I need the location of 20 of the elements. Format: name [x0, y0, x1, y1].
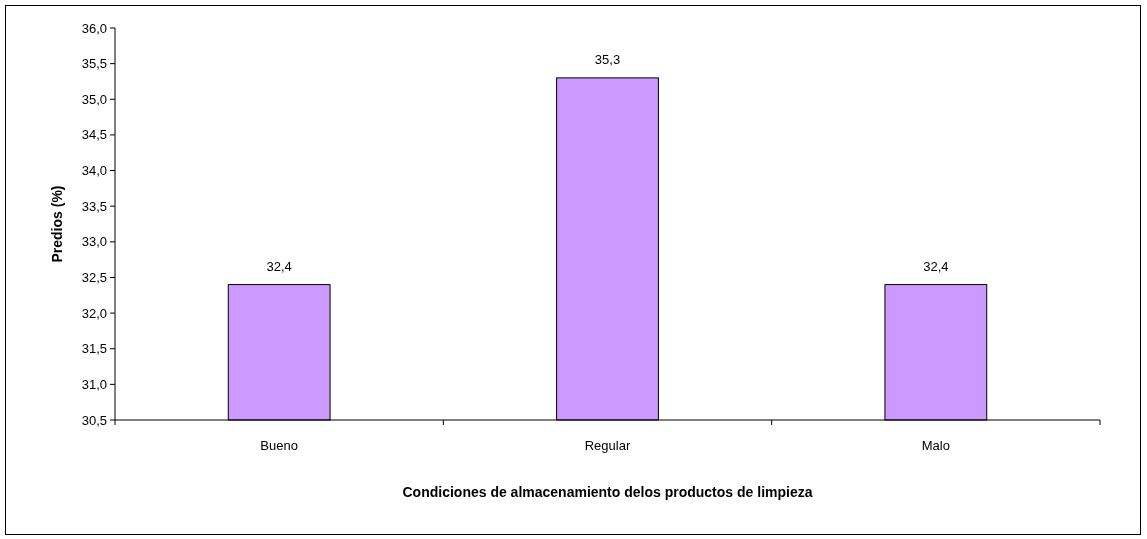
- x-tick-label: Bueno: [260, 438, 298, 453]
- y-tick-label: 33,0: [81, 234, 107, 250]
- y-tick-label: 35,5: [81, 56, 107, 72]
- y-tick-label: 35,0: [81, 91, 107, 107]
- y-tick-label: 31,5: [81, 341, 107, 357]
- y-tick-label: 33,5: [81, 198, 107, 214]
- y-tick-label: 36,0: [81, 20, 107, 36]
- data-label: 32,4: [266, 258, 292, 274]
- data-label: 32,4: [923, 258, 949, 274]
- x-tick-label: Malo: [921, 438, 950, 453]
- x-axis-title: Condiciones de almacenamiento delos productos de limpieza: [402, 484, 813, 500]
- y-tick-label: 32,5: [81, 270, 107, 285]
- y-tick-label: 30,5: [81, 412, 107, 428]
- data-label: 35,3: [594, 51, 621, 67]
- y-tick-label: 31,0: [81, 376, 107, 392]
- y-tick-label: 34,0: [81, 163, 107, 179]
- y-tick-label: 32,0: [81, 305, 107, 321]
- x-tick-label: Regular: [584, 438, 631, 453]
- y-tick-label: 34,5: [81, 127, 107, 143]
- y-axis-title: Predios (%): [49, 185, 65, 263]
